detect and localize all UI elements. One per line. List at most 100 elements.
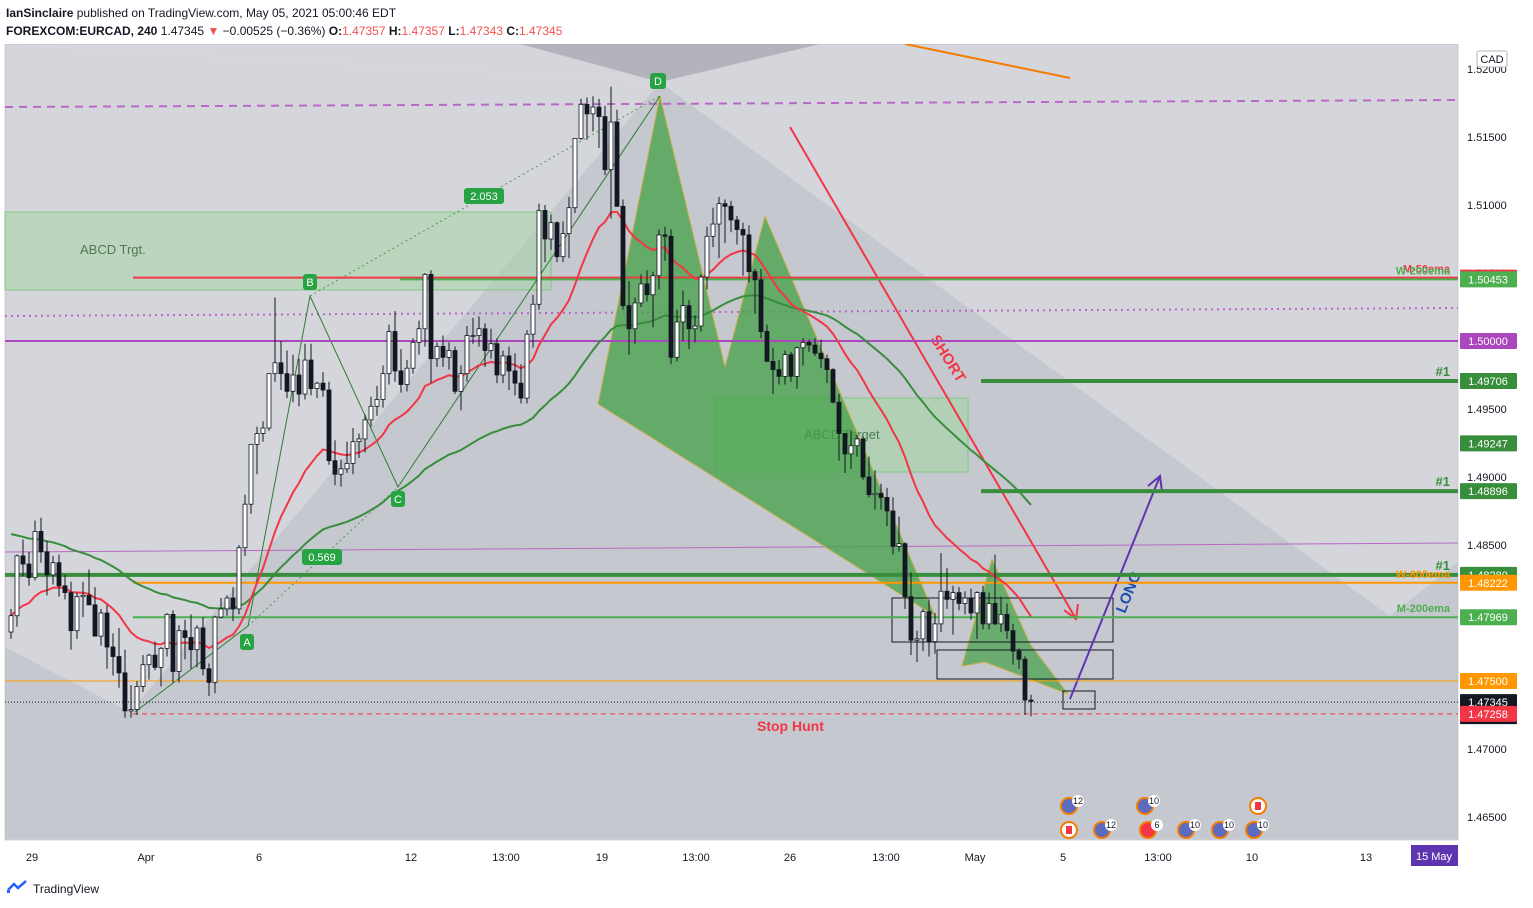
candle xyxy=(542,205,548,263)
candle xyxy=(302,343,308,400)
candle xyxy=(332,440,338,486)
candle xyxy=(584,97,590,140)
candle xyxy=(386,324,392,385)
axis-price-label: 1.50000 xyxy=(1460,333,1517,349)
candle xyxy=(338,459,344,487)
tradingview-logo-icon[interactable] xyxy=(6,880,28,897)
candle xyxy=(266,373,272,431)
tradingview-brand[interactable]: TradingView xyxy=(33,881,100,896)
candle xyxy=(710,207,716,248)
candle xyxy=(416,320,422,355)
level-label-w200: W-200ema xyxy=(1396,265,1451,277)
event-count: 10 xyxy=(1258,820,1268,830)
event-icon[interactable]: 10 xyxy=(1245,819,1269,839)
down-arrow-icon: ▼ xyxy=(207,24,220,38)
axis-price-label: 1.49247 xyxy=(1460,435,1517,452)
candle xyxy=(554,221,560,263)
level-label-t2: #1 xyxy=(1436,474,1450,489)
event-icon[interactable]: 12 xyxy=(1093,819,1117,839)
candle xyxy=(968,588,974,620)
candle xyxy=(392,311,398,382)
date-highlight-label: 15 May xyxy=(1416,851,1453,863)
open-value: 1.47357 xyxy=(342,24,386,38)
event-icon[interactable]: 6 xyxy=(1139,819,1163,839)
candle xyxy=(86,569,92,606)
price-axis[interactable]: 1.520001.515001.510001.505001.500001.495… xyxy=(1460,64,1517,824)
candle xyxy=(428,270,434,384)
publisher-name[interactable]: IanSinclaire xyxy=(6,6,74,20)
candle xyxy=(494,338,500,384)
event-count: 6 xyxy=(1154,820,1159,830)
axis-price-value: 1.49706 xyxy=(1468,376,1508,388)
x-tick-label: 19 xyxy=(596,852,608,864)
candle xyxy=(200,617,206,676)
candle xyxy=(20,539,26,577)
point-d-label: D xyxy=(654,76,662,88)
candle xyxy=(1010,623,1016,665)
point-a-label: A xyxy=(243,637,251,649)
candle xyxy=(194,625,200,668)
plot-content: ABCD Trgt. ABCD Target SHORT LONG M-50em… xyxy=(4,44,1459,840)
candle xyxy=(722,199,728,244)
time-axis[interactable]: 29 Apr 6 12 13:00 19 13:00 26 13:00 May 5 13:00 10 13 xyxy=(26,852,1372,864)
candle xyxy=(890,497,896,555)
candle xyxy=(914,630,920,662)
axis-price-value: 1.48896 xyxy=(1468,486,1508,498)
candle xyxy=(818,339,824,369)
fib-ratio-line-2 xyxy=(247,486,399,627)
candle xyxy=(716,196,722,259)
canada-flag-icon[interactable] xyxy=(1249,797,1267,815)
event-count: 10 xyxy=(1149,796,1159,806)
axis-price-value: 1.50000 xyxy=(1468,336,1508,348)
event-icon[interactable]: 12 xyxy=(1060,795,1084,815)
candle xyxy=(434,342,440,367)
canada-flag-icon[interactable] xyxy=(1060,821,1078,839)
candle xyxy=(638,274,644,307)
price-change: −0.00525 (−0.36%) xyxy=(222,24,326,38)
candle xyxy=(362,414,368,453)
x-tick-label: May xyxy=(965,852,986,864)
price-chart[interactable]: ABCD Trgt. ABCD Target SHORT LONG M-50em… xyxy=(0,44,1533,870)
ratio-label-2: 0.569 xyxy=(302,549,342,565)
event-icon[interactable]: 10 xyxy=(1177,819,1201,839)
candle xyxy=(440,335,446,367)
candle xyxy=(794,346,800,389)
candle xyxy=(932,613,938,654)
candle xyxy=(740,222,746,276)
y-tick-label: 1.48500 xyxy=(1467,540,1507,552)
x-tick-label: 29 xyxy=(26,852,38,864)
candle xyxy=(134,681,140,715)
candle xyxy=(158,647,164,687)
candle xyxy=(986,592,992,630)
candle xyxy=(770,347,776,395)
candle xyxy=(830,368,836,404)
w200-ema-line xyxy=(10,294,1032,610)
candle xyxy=(548,214,554,250)
candle xyxy=(578,98,584,140)
candle xyxy=(374,385,380,416)
ratio-text-1: 2.053 xyxy=(470,191,498,203)
axis-price-value: 1.47258 xyxy=(1468,709,1508,721)
level-label-m200: M-200ema xyxy=(1397,603,1451,615)
candle xyxy=(254,426,260,475)
currency-badge xyxy=(1476,50,1508,68)
symbol-label[interactable]: FOREXCOM:EURCAD, 240 xyxy=(6,24,158,38)
candle xyxy=(746,225,752,283)
event-icon[interactable]: 10 xyxy=(1136,795,1160,815)
candle xyxy=(356,433,362,458)
candle xyxy=(170,610,176,683)
candle xyxy=(872,470,878,510)
candle xyxy=(74,592,80,639)
candle xyxy=(14,554,20,627)
event-icon[interactable]: 10 xyxy=(1211,819,1235,839)
candle xyxy=(596,98,602,148)
candle xyxy=(860,436,866,480)
axis-price-value: 1.48222 xyxy=(1468,578,1508,590)
candle xyxy=(848,430,854,469)
candle xyxy=(782,350,788,385)
candle xyxy=(878,483,884,510)
economic-events[interactable]: 12 10 12 6 10 10 10 xyxy=(1060,795,1269,839)
x-tick-label: 13:00 xyxy=(1144,852,1172,864)
candle xyxy=(314,381,320,399)
y-tick-label: 1.46500 xyxy=(1467,812,1507,824)
